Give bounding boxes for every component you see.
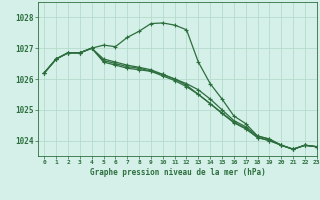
X-axis label: Graphe pression niveau de la mer (hPa): Graphe pression niveau de la mer (hPa)	[90, 168, 266, 177]
